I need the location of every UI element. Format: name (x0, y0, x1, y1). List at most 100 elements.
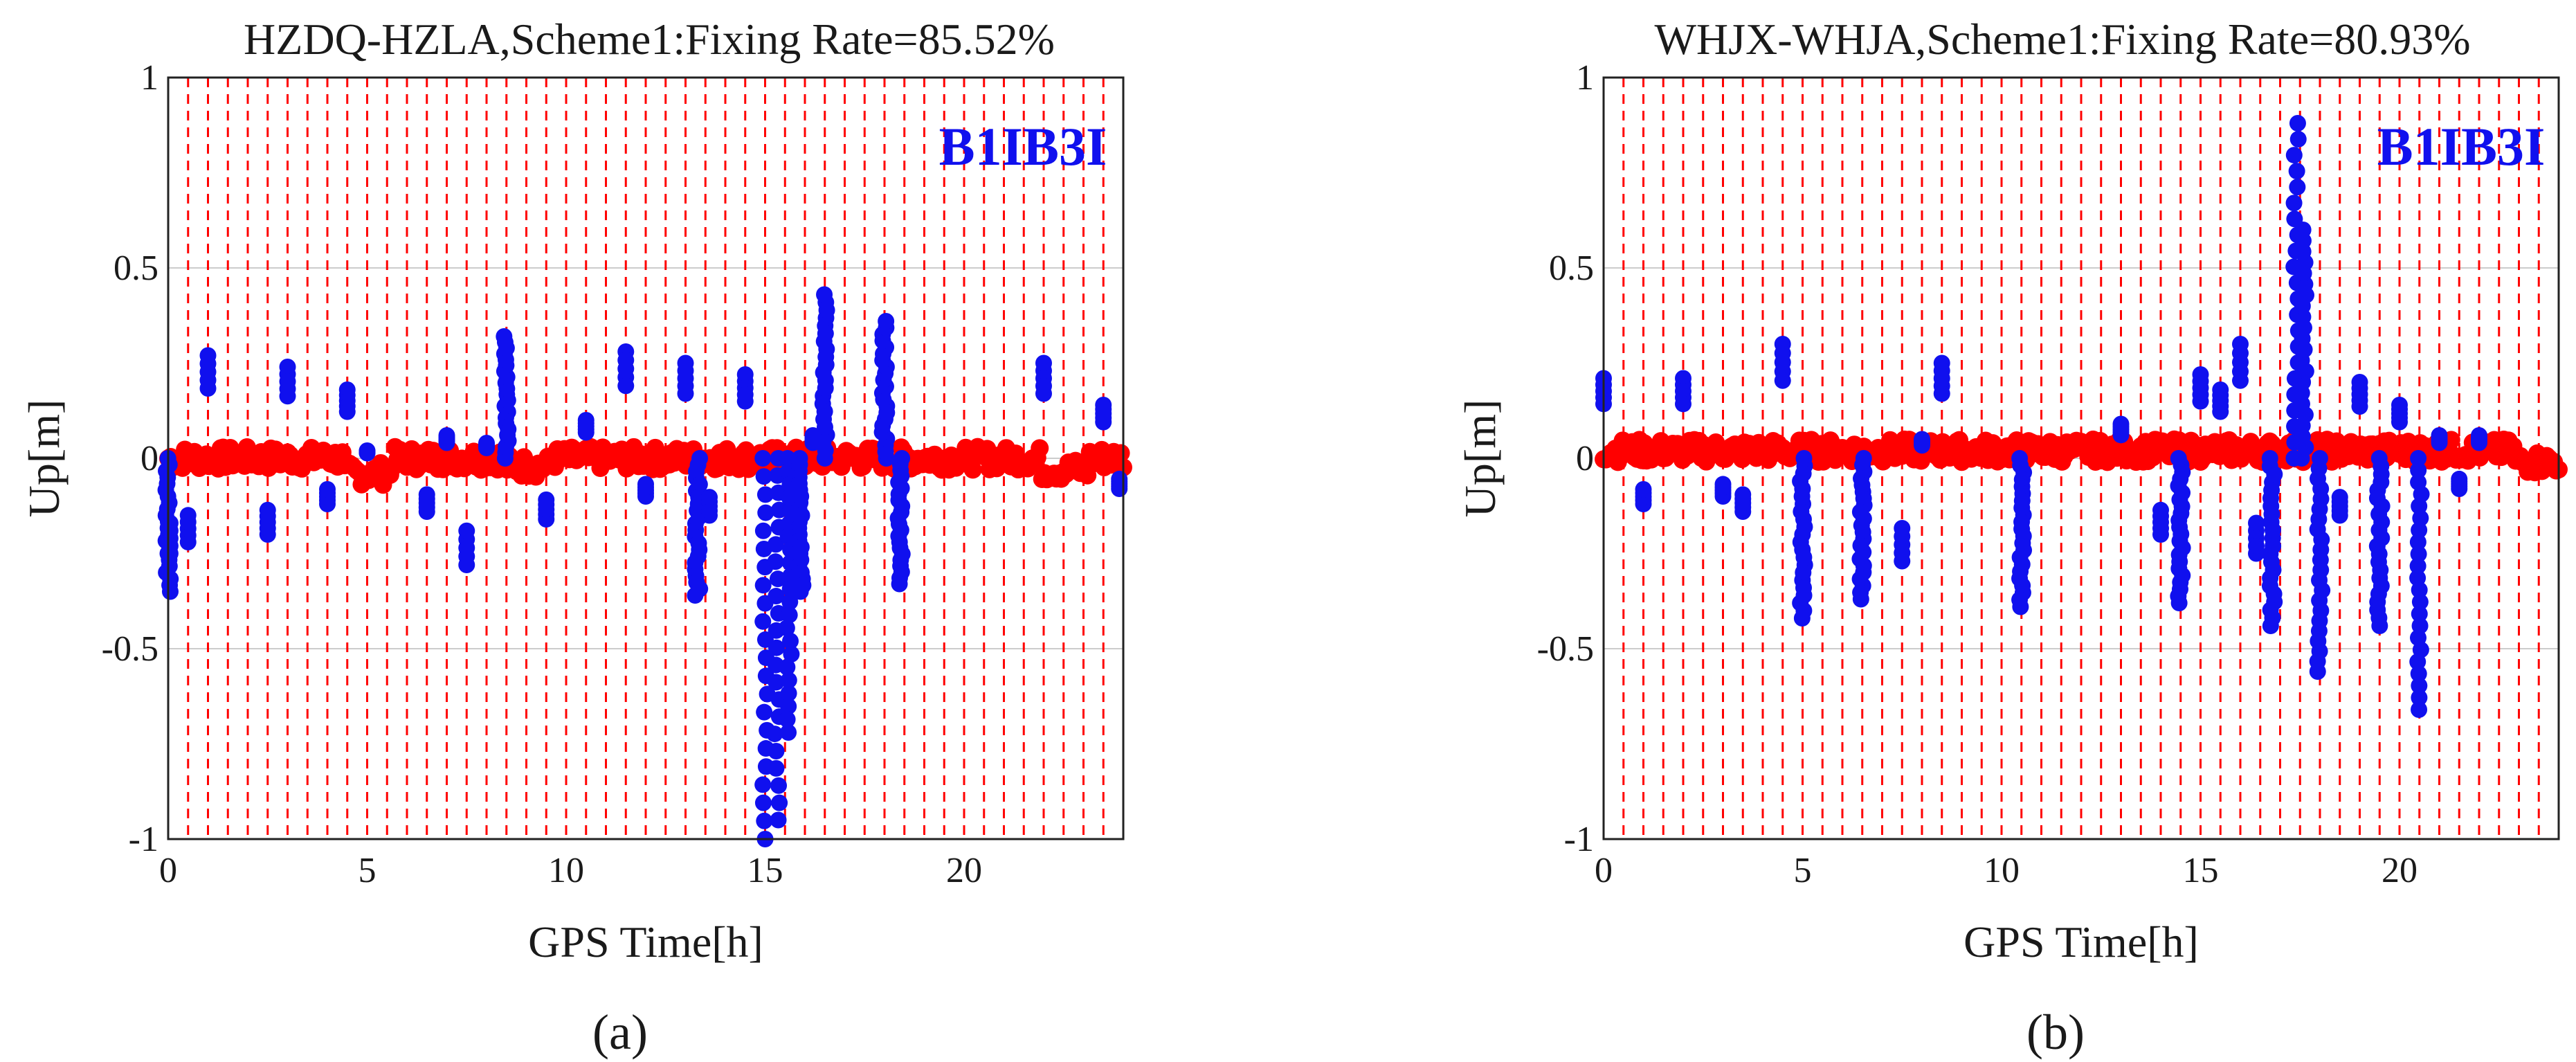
float-point (756, 703, 773, 721)
float-point (1095, 413, 1112, 431)
float-point (767, 536, 784, 553)
float-point (2351, 398, 2368, 415)
panel-a: HZDQ-HZLA,Scheme1:Fixing Rate=85.52% -1-… (19, 15, 1132, 1060)
float-point (891, 575, 908, 593)
float-point (1774, 372, 1791, 389)
float-point (677, 385, 694, 402)
x-axis-label: GPS Time[h] (1963, 917, 2199, 966)
float-point (767, 553, 784, 570)
epoch-dashed-lines (187, 78, 1105, 839)
y-tick-label: 1 (140, 58, 158, 98)
float-point (496, 328, 513, 345)
plot-frame (1602, 76, 2560, 840)
float-point (2410, 462, 2427, 479)
x-tick-labels: 0 5 10 15 20 (1595, 851, 2418, 890)
x-tick-label: 20 (2382, 851, 2418, 890)
float-point (1635, 480, 1652, 498)
y-tick-label: -1 (129, 820, 158, 859)
float-point (768, 759, 785, 777)
float-point (2170, 595, 2188, 611)
float-point (2331, 489, 2348, 506)
float-point (754, 613, 772, 630)
float-point (816, 286, 833, 303)
float-point (783, 645, 800, 663)
float-point (161, 514, 179, 532)
float-point (878, 313, 895, 330)
float-point (617, 377, 635, 395)
float-point (279, 388, 296, 405)
y-tick-label: 0 (1576, 439, 1594, 478)
float-point (179, 507, 197, 524)
chart-title: HZDQ-HZLA,Scheme1:Fixing Rate=85.52% (244, 15, 1055, 64)
float-point (1734, 486, 1752, 503)
float-point (755, 468, 772, 485)
float-point (780, 685, 797, 702)
float-point (736, 393, 754, 410)
float-point (2212, 403, 2229, 420)
float-point (2285, 147, 2303, 164)
panel-b: WHJX-WHJA,Scheme1:Fixing Rate=80.93% -1-… (1455, 15, 2568, 1060)
float-point (754, 776, 772, 793)
float-point (1111, 470, 1128, 487)
float-point (754, 522, 772, 539)
fixed-point (515, 448, 534, 467)
float-point (792, 583, 809, 600)
y-tick-label: -1 (1564, 820, 1594, 859)
float-point (2112, 426, 2130, 444)
float-point (2411, 605, 2428, 622)
float-point (754, 577, 772, 594)
float-point (577, 424, 595, 441)
float-point (259, 501, 276, 519)
float-point (319, 480, 336, 498)
float-point (2411, 582, 2428, 599)
float-point (2371, 618, 2388, 634)
float-point (458, 522, 475, 539)
float-point (2451, 470, 2468, 487)
float-point (2409, 653, 2427, 670)
float-point (779, 711, 796, 728)
float-point (769, 570, 786, 588)
float-point (701, 489, 718, 506)
float-point (2288, 163, 2305, 180)
float-point (2391, 413, 2408, 431)
float-point (754, 450, 772, 467)
panel-label-b: (b) (2026, 1005, 2085, 1060)
signal-badge: B1IB3I (939, 116, 1107, 177)
float-point (779, 658, 796, 676)
float-point (754, 794, 772, 811)
float-point (768, 674, 785, 691)
float-solution-points (157, 286, 1128, 847)
y-axis-label: Up[m] (19, 399, 69, 518)
float-point (778, 620, 795, 637)
float-point (338, 403, 356, 420)
float-point (2410, 450, 2427, 467)
float-point (757, 504, 774, 521)
float-point (766, 726, 783, 743)
float-point (768, 742, 785, 759)
float-point (637, 476, 654, 493)
float-point (2410, 546, 2427, 563)
x-tick-labels: 0 5 10 15 20 (159, 851, 982, 890)
float-point (359, 444, 376, 462)
float-point (161, 583, 179, 600)
float-point (770, 811, 787, 829)
float-point (2285, 195, 2303, 212)
float-point (2309, 663, 2326, 680)
float-point (2411, 593, 2429, 611)
float-point (1714, 476, 1732, 493)
float-point (2294, 222, 2312, 238)
float-point (2411, 689, 2428, 706)
y-tick-label: 0 (140, 439, 158, 478)
float-point (2411, 701, 2428, 718)
x-tick-label: 5 (359, 851, 377, 890)
x-tick-label: 20 (946, 851, 982, 890)
float-solution-points (1595, 115, 2487, 718)
y-tick-label: 0.5 (114, 249, 158, 288)
float-point (781, 606, 798, 624)
x-tick-label: 15 (747, 851, 783, 890)
float-point (1035, 385, 1052, 402)
x-tick-label: 15 (2183, 851, 2219, 890)
float-point (768, 639, 785, 656)
x-tick-label: 5 (1794, 851, 1812, 890)
float-point (2289, 131, 2307, 148)
